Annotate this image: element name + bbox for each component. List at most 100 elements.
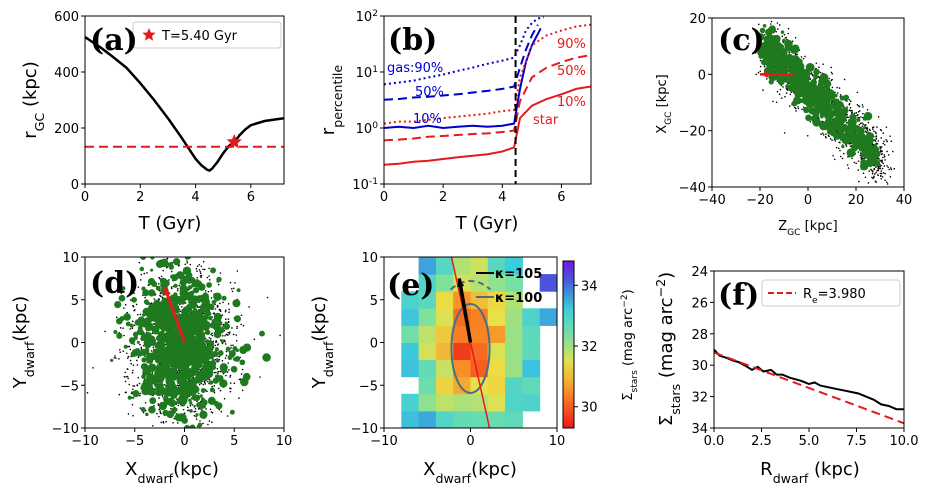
panel-c-point xyxy=(830,66,833,69)
panel-d-point xyxy=(127,413,130,415)
panel-d-point xyxy=(224,309,227,312)
panel-c-point xyxy=(887,154,890,156)
panel-c-point-gas xyxy=(786,62,790,66)
panel-d-point xyxy=(207,423,209,426)
panel-a-ylabel-part: GC xyxy=(32,113,47,132)
panel-e-label: (e) xyxy=(387,268,434,303)
panel-d-point xyxy=(196,270,198,272)
panel-c-point-gas xyxy=(841,116,847,122)
panel-e-cell xyxy=(418,376,437,395)
panel-d-point-gas xyxy=(176,363,181,368)
panel-e-y-tick-label: −10 xyxy=(351,422,378,437)
panel-d-point xyxy=(133,385,136,387)
panel-d-point xyxy=(130,273,132,275)
panel-d-point xyxy=(231,327,233,329)
panel-c-point-gas xyxy=(860,142,868,150)
panel-b-y-tick-label-part: 10 xyxy=(356,66,373,81)
panel-d-point xyxy=(126,352,128,355)
panel-d-point xyxy=(248,306,250,308)
panel-d-point xyxy=(172,421,174,424)
panel-d-point xyxy=(210,411,213,413)
panel-c-point xyxy=(818,66,820,69)
panel-c-point xyxy=(853,161,856,164)
panel-a-legend-marker xyxy=(142,28,156,41)
panel-e-cell xyxy=(435,410,454,429)
panel-d-point xyxy=(160,421,163,424)
panel-d-point xyxy=(227,362,230,364)
panel-d-point-gas xyxy=(159,333,168,343)
panel-e-cell xyxy=(401,393,420,412)
panel-d-point-gas xyxy=(211,299,217,305)
panel-c-point-gas xyxy=(814,93,821,100)
panel-c-point xyxy=(825,136,827,139)
panel-c-point xyxy=(869,202,871,204)
panel-d-point-gas xyxy=(213,312,223,322)
panel-d-point-gas xyxy=(118,294,126,302)
panel-c-point xyxy=(837,92,839,94)
panel-c-point-gas xyxy=(798,77,806,85)
panel-d-point-gas xyxy=(213,443,218,448)
panel-c-point-gas xyxy=(862,137,868,143)
panel-c-point-gas xyxy=(788,85,795,91)
panel-d-xlabel-part: X xyxy=(125,459,137,480)
panel-d-point-gas xyxy=(167,262,174,268)
panel-d-point xyxy=(153,298,155,300)
panel-e-cell xyxy=(522,376,541,395)
panel-d-point-gas xyxy=(233,315,242,323)
panel-c-point-gas xyxy=(812,111,820,119)
panel-d-point xyxy=(155,255,157,257)
panel-c-point xyxy=(871,126,874,129)
panel-c-point xyxy=(789,93,792,96)
panel-c-point-gas xyxy=(823,78,830,86)
panel-c-point-gas xyxy=(852,141,857,146)
panel-c-point xyxy=(820,133,822,136)
panel-c-point-gas xyxy=(848,136,853,141)
panel-c-point-gas xyxy=(757,33,765,41)
panel-d-point xyxy=(224,357,227,359)
panel-d-point-gas xyxy=(205,329,211,335)
panel-c-point xyxy=(802,57,805,60)
panel-c-point xyxy=(821,132,824,135)
panel-d-point-gas xyxy=(193,318,201,327)
panel-e-legend-2: κ=100 xyxy=(495,291,542,306)
panel-a-xlabel: T (Gyr) xyxy=(138,213,202,234)
panel-c-point-gas xyxy=(858,140,862,144)
panel-c-point-gas xyxy=(782,58,787,63)
panel-d-point-gas xyxy=(212,350,219,357)
panel-c-point xyxy=(831,139,833,141)
panel-d-point-gas xyxy=(190,295,200,304)
panel-d-point xyxy=(200,276,202,279)
panel-d-point xyxy=(191,404,194,406)
panel-d-point xyxy=(131,279,133,281)
panel-c-point xyxy=(885,126,888,128)
panel-c-point xyxy=(851,157,853,160)
panel-c-point-gas xyxy=(873,159,881,167)
panel-d-point xyxy=(204,383,207,385)
panel-c-point xyxy=(760,40,763,43)
panel-c-point xyxy=(748,42,750,45)
panel-d-point-gas xyxy=(169,370,178,380)
panel-e-cell xyxy=(487,376,506,395)
panel-d-point xyxy=(236,327,238,329)
panel-c-point xyxy=(875,171,878,174)
panel-d-point xyxy=(202,234,204,236)
panel-f-y-tick-label: 32 xyxy=(691,391,708,406)
panel-d-point xyxy=(227,318,230,320)
panel-c-point xyxy=(890,140,893,143)
panel-c-point xyxy=(799,15,801,17)
panel-e-cell xyxy=(418,342,437,361)
panel-d-point xyxy=(158,235,160,237)
panel-e-cell xyxy=(401,410,420,429)
panel-d-point xyxy=(219,272,222,274)
panel-d-point-gas xyxy=(172,258,181,266)
panel-e-colorbar-title: Σstars (mag arc−2) xyxy=(620,289,640,400)
panel-d-point xyxy=(209,338,212,340)
panel-c-point-gas xyxy=(820,122,825,127)
panel-d-point xyxy=(197,447,199,449)
panel-d-point-gas xyxy=(197,328,201,332)
panel-c-point xyxy=(789,105,791,107)
panel-d-point-gas xyxy=(169,353,179,362)
panel-c-point xyxy=(861,125,864,127)
panel-f-xlabel-part: (kpc) xyxy=(808,459,860,480)
